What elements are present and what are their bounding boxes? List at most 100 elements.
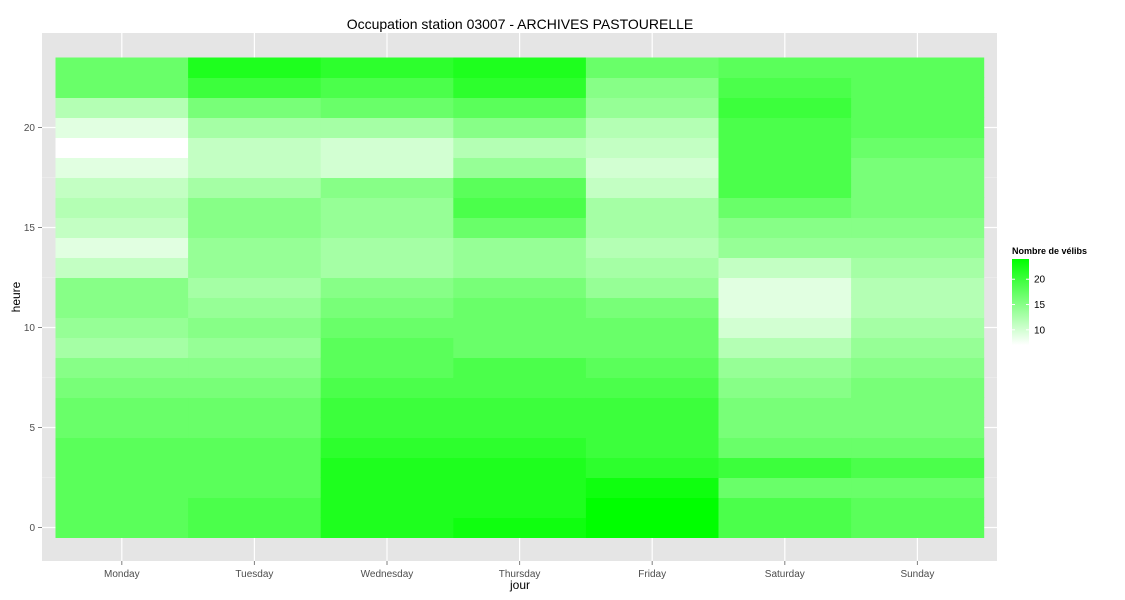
heatmap-tile — [718, 117, 852, 138]
heatmap-tile — [55, 417, 189, 438]
heatmap-tile — [851, 457, 985, 478]
heatmap-tile — [851, 117, 985, 138]
heatmap-tile — [55, 477, 189, 498]
heatmap-tile — [188, 457, 322, 478]
heatmap-tile — [320, 217, 454, 238]
heatmap-tile — [320, 257, 454, 278]
heatmap-tile — [585, 337, 719, 358]
heatmap-tile — [851, 397, 985, 418]
heatmap-tile — [55, 137, 189, 158]
heatmap-tile — [718, 457, 852, 478]
heatmap-tile — [55, 357, 189, 378]
heatmap-tile — [585, 377, 719, 398]
heatmap-tile — [453, 157, 587, 178]
heatmap-tile — [453, 337, 587, 358]
heatmap-tile — [188, 377, 322, 398]
heatmap-tile — [55, 197, 189, 218]
heatmap-tile — [55, 57, 189, 78]
heatmap-tile — [188, 157, 322, 178]
legend-title: Nombre de vélibs — [1012, 246, 1087, 256]
heatmap-tile — [718, 477, 852, 498]
heatmap-tile — [851, 197, 985, 218]
heatmap-tile — [320, 337, 454, 358]
heatmap-tile — [188, 477, 322, 498]
y-axis: 0 5 10 15 20 — [24, 123, 42, 534]
heatmap-tile — [188, 337, 322, 358]
heatmap-tile — [55, 317, 189, 338]
heatmap-tile — [453, 437, 587, 458]
heatmap-tile — [585, 317, 719, 338]
heatmap-tile — [453, 417, 587, 438]
legend-tick-label: 10 — [1034, 325, 1046, 336]
heatmap-tile — [585, 397, 719, 418]
heatmap-tile — [851, 477, 985, 498]
heatmap-tile — [585, 357, 719, 378]
heatmap-tile — [718, 137, 852, 158]
heatmap-tile — [188, 257, 322, 278]
heatmap-tile — [320, 417, 454, 438]
heatmap-tile — [585, 197, 719, 218]
heatmap-tile — [55, 377, 189, 398]
heatmap-tile — [585, 157, 719, 178]
heatmap-tile — [320, 97, 454, 118]
heatmap-tile — [55, 237, 189, 258]
heatmap-tile — [453, 457, 587, 478]
heatmap-tile — [320, 457, 454, 478]
heatmap-tile — [718, 337, 852, 358]
heatmap-tile — [188, 397, 322, 418]
chart-title: Occupation station 03007 - ARCHIVES PAST… — [347, 16, 694, 32]
heatmap-tile — [585, 237, 719, 258]
heatmap-tile — [585, 57, 719, 78]
heatmap-tile — [188, 297, 322, 318]
legend-tick-label: 20 — [1034, 275, 1046, 286]
heatmap-tile — [718, 297, 852, 318]
heatmap-tile — [718, 437, 852, 458]
heatmap-tile — [453, 397, 587, 418]
heatmap-tile — [55, 177, 189, 198]
heatmap-tile — [320, 197, 454, 218]
heatmap-tile — [453, 357, 587, 378]
heatmap-tile — [188, 517, 322, 538]
heatmap-tile — [55, 97, 189, 118]
heatmap-tile — [585, 137, 719, 158]
heatmap-tile — [453, 477, 587, 498]
heatmap-tile — [55, 257, 189, 278]
legend-ticks: 10 15 20 — [1012, 275, 1046, 336]
heatmap-tile — [320, 497, 454, 518]
heatmap-tile — [851, 517, 985, 538]
x-tick-label: Sunday — [900, 569, 934, 580]
heatmap-tile — [851, 317, 985, 338]
heatmap-tile — [585, 437, 719, 458]
x-tick-label: Monday — [104, 569, 140, 580]
heatmap-tile — [320, 237, 454, 258]
heatmap-tile — [188, 357, 322, 378]
heatmap-tile — [851, 357, 985, 378]
heatmap-tile — [453, 237, 587, 258]
heatmap-tile — [55, 157, 189, 178]
heatmap-tile — [320, 117, 454, 138]
heatmap-tile — [585, 417, 719, 438]
heatmap-tile — [188, 497, 322, 518]
heatmap-tile — [851, 377, 985, 398]
heatmap-tile — [453, 497, 587, 518]
heatmap-tile — [585, 277, 719, 298]
heatmap-tile — [320, 357, 454, 378]
heatmap-tile — [453, 137, 587, 158]
heatmap-tile — [453, 197, 587, 218]
heatmap-tile — [718, 257, 852, 278]
x-tick-label: Friday — [638, 569, 666, 580]
heatmap-tile — [851, 497, 985, 518]
heatmap-tile — [55, 517, 189, 538]
heatmap-tile — [55, 297, 189, 318]
heatmap-tile — [585, 257, 719, 278]
heatmap-tile — [55, 457, 189, 478]
x-axis: Monday Tuesday Wednesday Thursday Friday Satu… — [104, 561, 934, 580]
y-tick-label: 5 — [29, 423, 35, 434]
heatmap-tile — [851, 97, 985, 118]
heatmap-tile — [718, 217, 852, 238]
heatmap-tile — [718, 57, 852, 78]
heatmap-tile — [55, 117, 189, 138]
heatmap-tile — [188, 117, 322, 138]
heatmap-tile — [851, 57, 985, 78]
